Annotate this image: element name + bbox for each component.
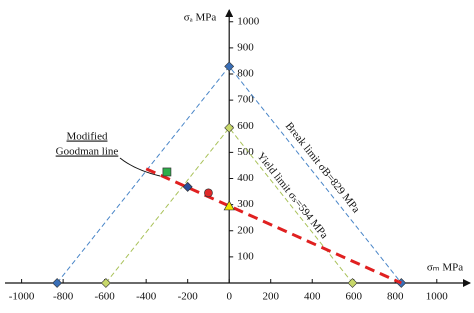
vertex-marker [347,278,358,288]
x-tick-label: 1000 [426,291,449,303]
x-tick-label: -200 [178,291,199,303]
y-tick-label: 700 [237,94,254,106]
vertex-marker [52,278,63,288]
y-axis-label: σₐ MPa [184,12,217,24]
y-tick-label: 400 [237,172,254,184]
leader-line [119,157,161,177]
x-axis-label: σₘ MPa [427,262,463,274]
x-tick-label: 0 [226,291,232,303]
x-tick-label: -400 [136,291,157,303]
y-tick-label: 100 [237,250,254,262]
goodman-label: Modified [67,131,108,143]
point [204,188,213,198]
point [223,200,235,211]
vertex-marker [100,278,111,288]
point [182,181,193,192]
y-tick-label: 600 [237,120,254,132]
x-tick-label: -600 [95,291,116,303]
x-tick-label: 200 [262,291,279,303]
y-tick-label: 300 [237,198,254,210]
vertex-marker [224,122,235,133]
y-tick-label: 500 [237,146,254,158]
y-tick-label: 900 [237,41,254,53]
y-tick-label: 200 [237,224,254,236]
x-tick-label: 800 [387,291,404,303]
x-tick-label: 600 [346,291,363,303]
limit-line [105,127,353,284]
vertex-marker [224,61,235,72]
goodman-label: Goodman line [56,146,119,158]
x-tick-label: -1000 [9,291,35,303]
x-tick-label: 400 [304,291,321,303]
point [162,167,172,177]
x-tick-label: -800 [53,291,74,303]
y-tick-label: 1000 [237,15,259,27]
y-tick-label: 800 [237,68,254,80]
goodman-line [145,167,402,285]
